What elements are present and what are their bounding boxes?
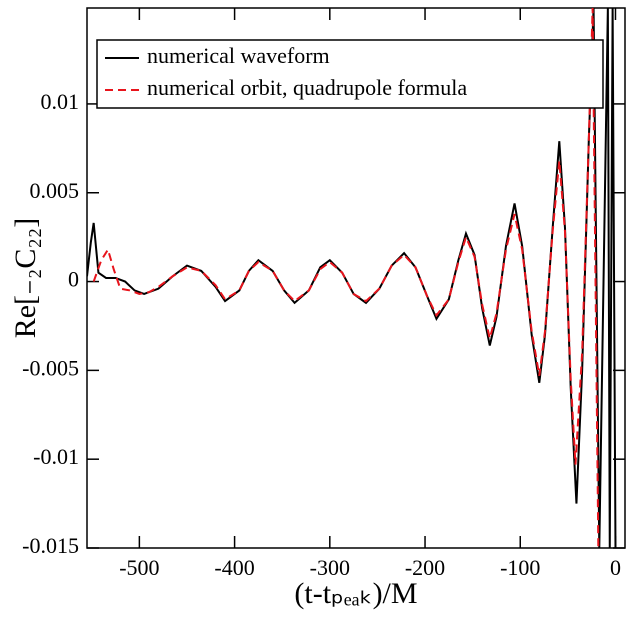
y-tick-label: 0.01 — [41, 89, 80, 114]
y-tick-label: 0.005 — [30, 178, 80, 203]
y-tick-label: -0.01 — [33, 444, 79, 469]
y-tick-label: -0.015 — [22, 533, 79, 558]
x-tick-label: -300 — [310, 555, 350, 580]
x-tick-label: -200 — [405, 555, 445, 580]
x-tick-label: -500 — [119, 555, 159, 580]
legend-box — [96, 39, 604, 109]
y-tick-label: 0 — [68, 267, 79, 292]
plot-frame — [86, 7, 626, 549]
legend-label: numerical orbit, quadrupole formula — [147, 75, 467, 100]
x-axis-label: (t-tₚₑₐₖ)/M — [294, 577, 417, 610]
legend-label: numerical waveform — [147, 43, 330, 68]
x-tick-label: -100 — [500, 555, 540, 580]
plot-area — [87, 8, 617, 548]
series-line — [87, 8, 617, 548]
series-line — [92, 8, 600, 548]
y-axis-label: Re[₋₂C₂₂] — [9, 218, 42, 339]
x-tick-label: -400 — [214, 555, 254, 580]
y-tick-label: -0.005 — [22, 355, 79, 380]
x-tick-label: 0 — [610, 555, 621, 580]
